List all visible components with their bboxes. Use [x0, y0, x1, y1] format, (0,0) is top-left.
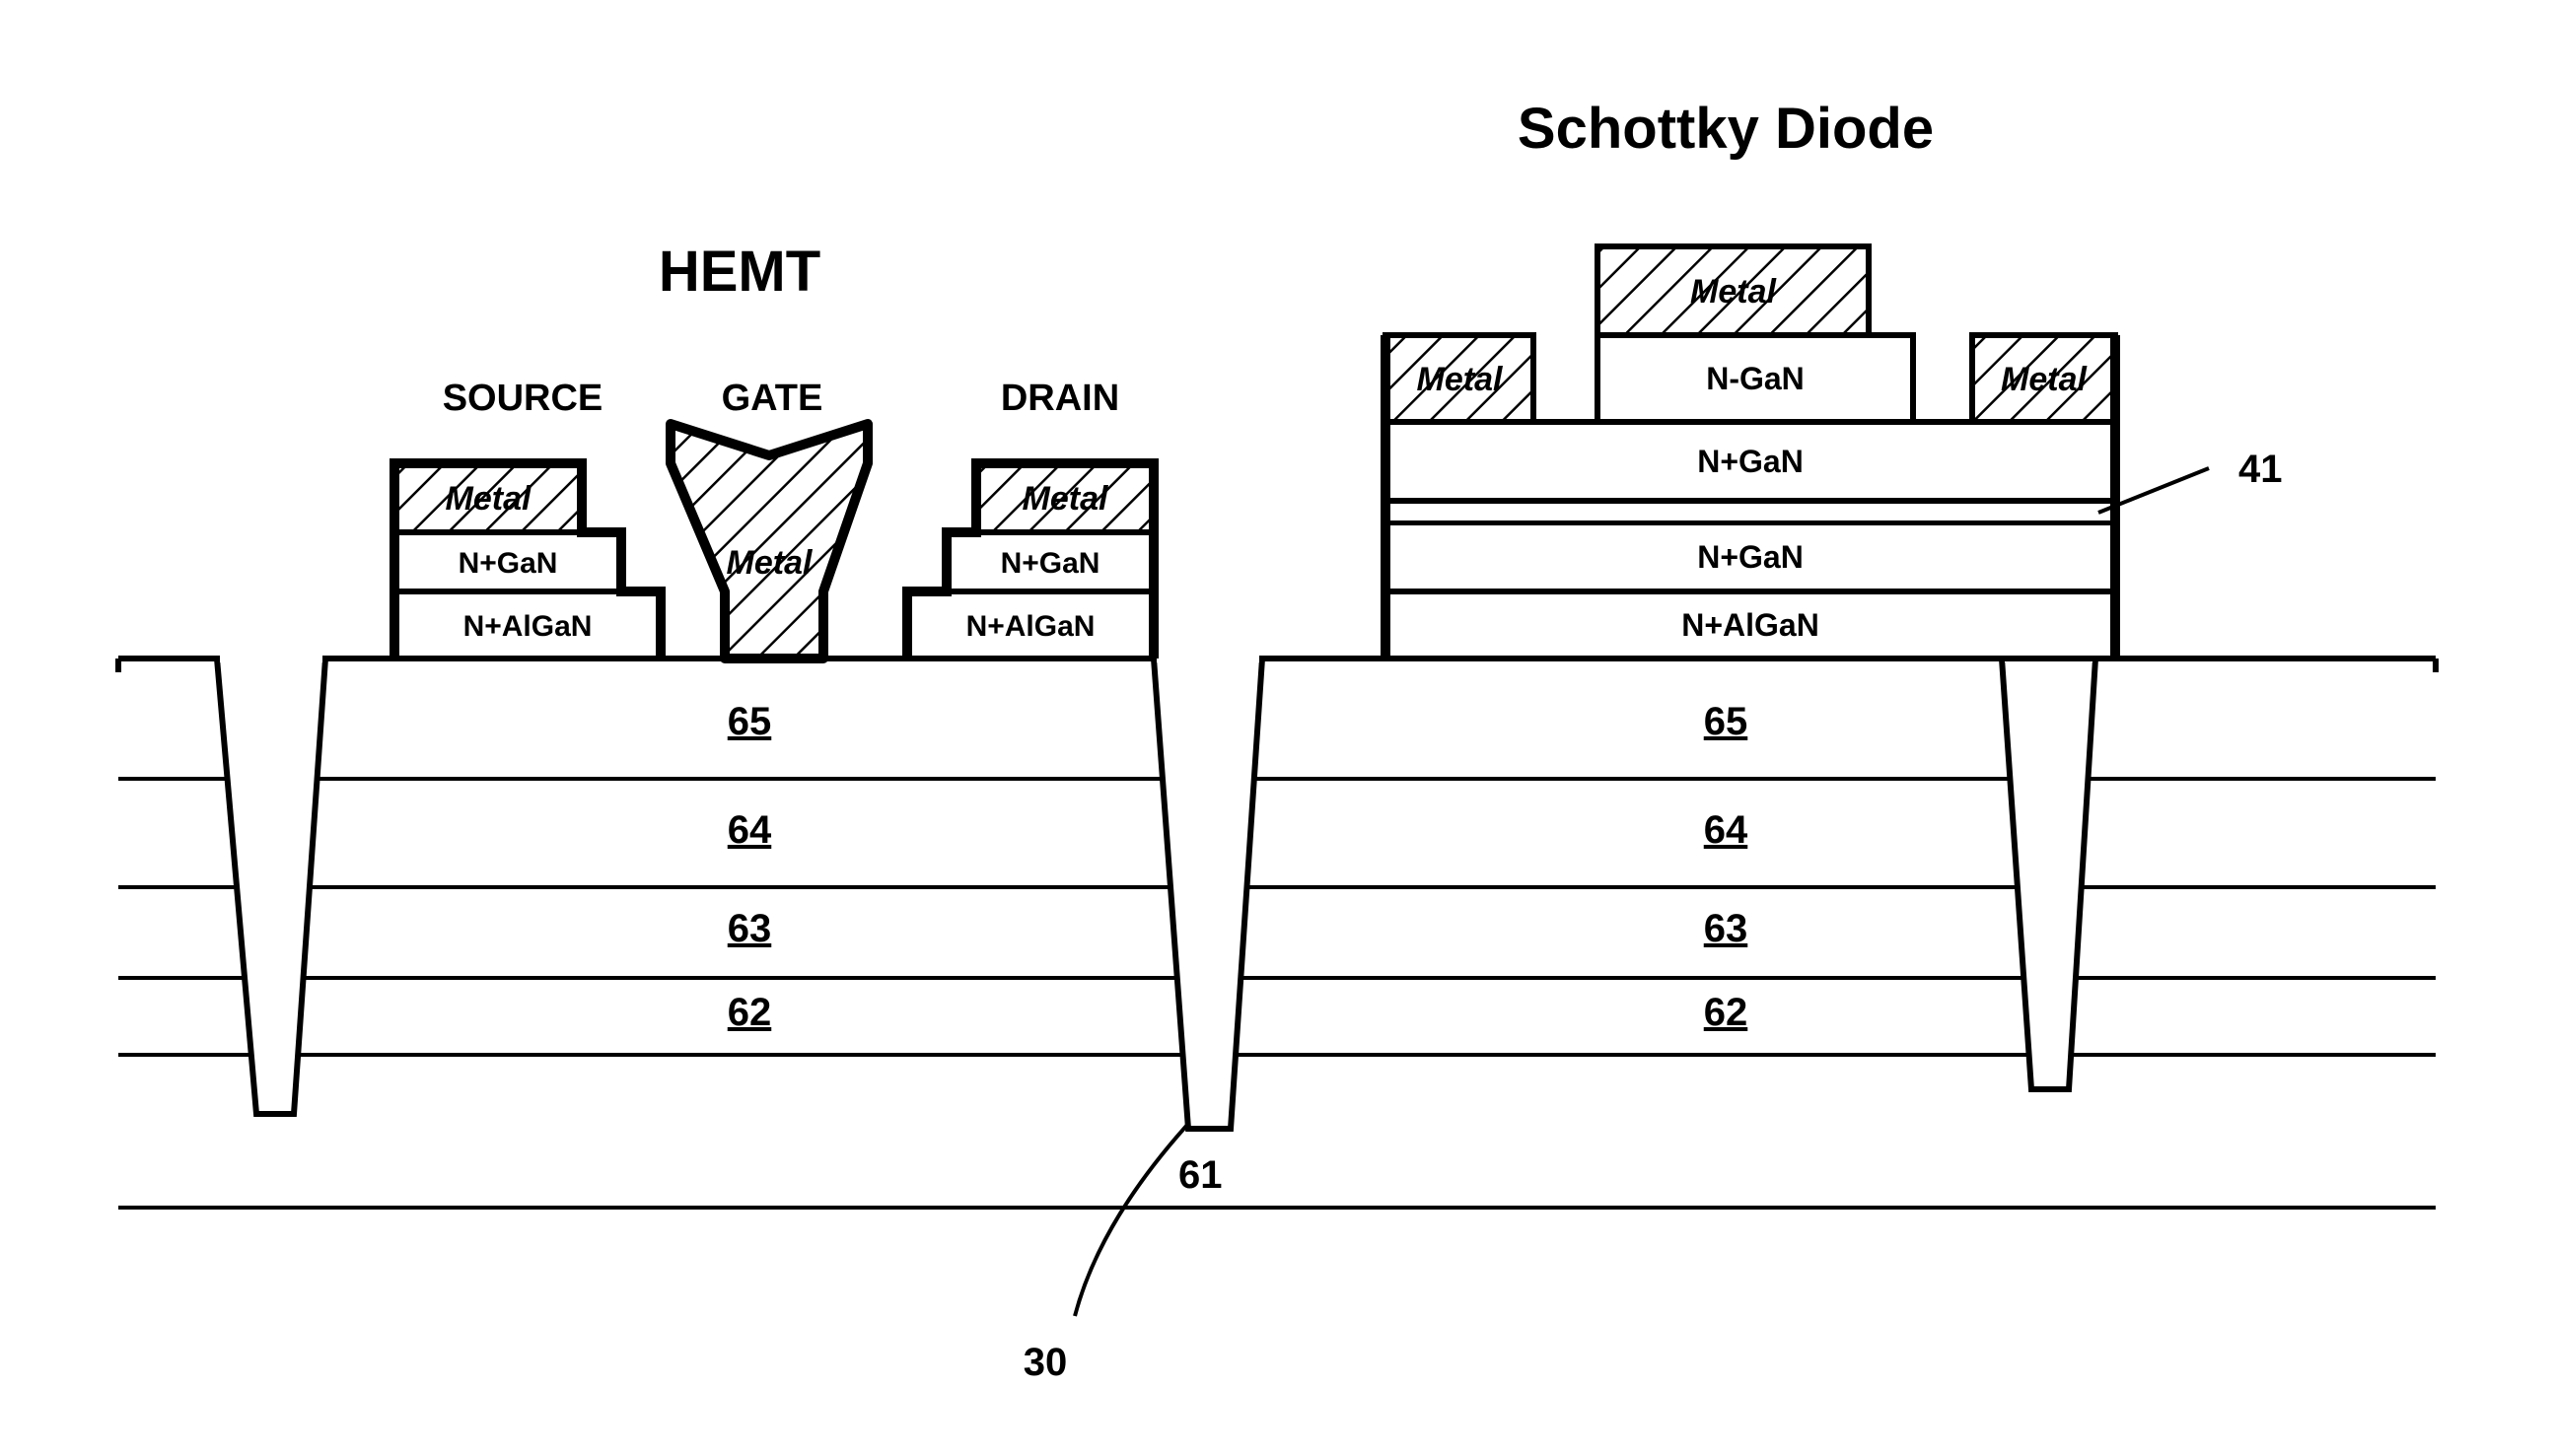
sub-label-l64-hemt: 64: [728, 808, 772, 852]
source-label: SOURCE: [443, 378, 603, 419]
svg-text:Metal: Metal: [1690, 273, 1777, 311]
sub-label-l65-sch: 65: [1704, 700, 1748, 743]
sub-label-l63-hemt: 63: [728, 907, 772, 950]
svg-text:Metal: Metal: [1417, 361, 1504, 398]
svg-text:Metal: Metal: [2001, 361, 2088, 398]
sub-label-l64-sch: 64: [1704, 808, 1748, 852]
ref-41: 41: [2238, 448, 2283, 491]
svg-text:Metal: Metal: [446, 480, 532, 518]
svg-text:N+AlGaN: N+AlGaN: [966, 610, 1096, 643]
svg-text:N+AlGaN: N+AlGaN: [1681, 607, 1819, 643]
hemt-title: HEMT: [659, 240, 820, 304]
sub-label-l62-sch: 62: [1704, 991, 1748, 1034]
ref-61: 61: [1178, 1153, 1223, 1197]
sch-etch-41: [1385, 501, 2115, 522]
svg-text:N-GaN: N-GaN: [1706, 361, 1805, 396]
gate-metal: [671, 424, 868, 659]
svg-text:N+GaN: N+GaN: [1001, 547, 1100, 580]
gate-label: GATE: [722, 378, 823, 419]
sub-label-l63-sch: 63: [1704, 907, 1748, 950]
sub-label-l65-hemt: 65: [728, 700, 772, 743]
ref-30: 30: [1024, 1341, 1068, 1384]
schottky-title: Schottky Diode: [1518, 97, 1934, 161]
drain-label: DRAIN: [1001, 378, 1119, 419]
sub-label-l62-hemt: 62: [728, 991, 772, 1034]
leader-30: [1075, 1124, 1188, 1316]
svg-text:N+AlGaN: N+AlGaN: [463, 610, 593, 643]
svg-text:Metal: Metal: [727, 544, 814, 582]
isolation-trench: [2002, 659, 2095, 1089]
isolation-trench: [1154, 659, 1262, 1129]
svg-text:N+GaN: N+GaN: [1697, 444, 1804, 479]
svg-text:N+GaN: N+GaN: [459, 547, 558, 580]
svg-text:N+GaN: N+GaN: [1697, 539, 1804, 575]
svg-text:Metal: Metal: [1023, 480, 1109, 518]
